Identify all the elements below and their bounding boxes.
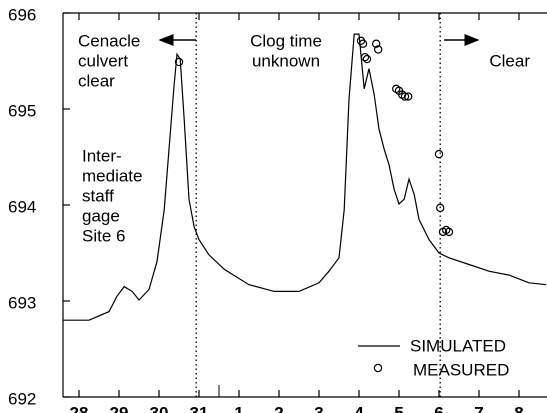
annotation: Site 6: [82, 226, 125, 245]
x-tick-label: 3: [314, 403, 323, 413]
legend-label: MEASURED: [413, 360, 509, 379]
x-tick-label: 5: [394, 403, 403, 413]
y-tick-label: 693: [8, 293, 36, 312]
y-tick-label: 692: [8, 389, 36, 408]
y-tick-label: 695: [8, 101, 36, 120]
measured-point: [372, 39, 381, 48]
measured-point: [400, 92, 410, 101]
measured-point: [174, 57, 184, 67]
x-tick-label: 8: [514, 403, 523, 413]
measured-point: [404, 92, 413, 101]
x-tick-label: 1: [234, 403, 243, 413]
measured-point: [360, 52, 370, 62]
x-tick-label: 7: [474, 403, 483, 413]
legend-label: SIMULATED: [410, 336, 506, 355]
annotation: clear: [78, 71, 115, 90]
measured-point: [374, 45, 383, 54]
y-tick-label: 694: [8, 197, 36, 216]
measured-point: [362, 54, 372, 64]
x-tick-label: 2: [274, 403, 283, 413]
x-tick-label: 28: [70, 403, 89, 413]
measured-point: [444, 227, 454, 237]
x-tick-label: 6: [434, 403, 443, 413]
annotation: Clear: [489, 51, 530, 70]
annotation: Clog time: [250, 31, 322, 50]
annotation: Inter-: [82, 146, 122, 165]
measured-point: [358, 39, 368, 48]
annotation: culvert: [78, 51, 128, 70]
annotation: staff: [82, 186, 114, 205]
measured-point: [434, 149, 444, 159]
legend-marker: [373, 363, 383, 373]
x-tick-label: 29: [110, 403, 129, 413]
annotation: Cenacle: [78, 31, 140, 50]
x-tick-label: 30: [150, 403, 169, 413]
series-line: [63, 33, 547, 321]
y-tick-label: 696: [8, 5, 36, 24]
annotation: unknown: [252, 51, 320, 70]
annotation: mediate: [82, 166, 142, 185]
measured-point: [436, 203, 445, 213]
x-tick-label: 31: [190, 403, 209, 413]
x-tick-label: 4: [354, 403, 364, 413]
annotation: gage: [82, 206, 120, 225]
